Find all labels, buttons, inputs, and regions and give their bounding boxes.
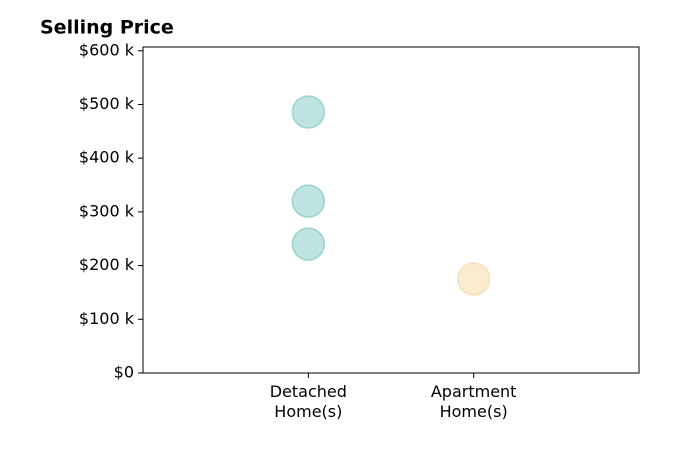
y-tick-label: $400 k [79,148,135,167]
y-tick-label: $200 k [79,255,135,274]
point [456,262,491,296]
point [291,227,326,261]
x-tick-label: Detached Home(s) [269,382,347,421]
y-tick-label: $300 k [79,201,135,220]
y-tick-label: $600 k [79,40,135,59]
y-tick-label: $0 [114,363,134,382]
y-tick-label: $500 k [79,94,135,113]
point [291,184,326,218]
chart-title: Selling Price [40,17,174,39]
point [291,95,326,129]
y-tick-label: $100 k [79,309,135,328]
plot-frame [142,46,640,374]
x-tick-label: Apartment Home(s) [430,382,517,421]
